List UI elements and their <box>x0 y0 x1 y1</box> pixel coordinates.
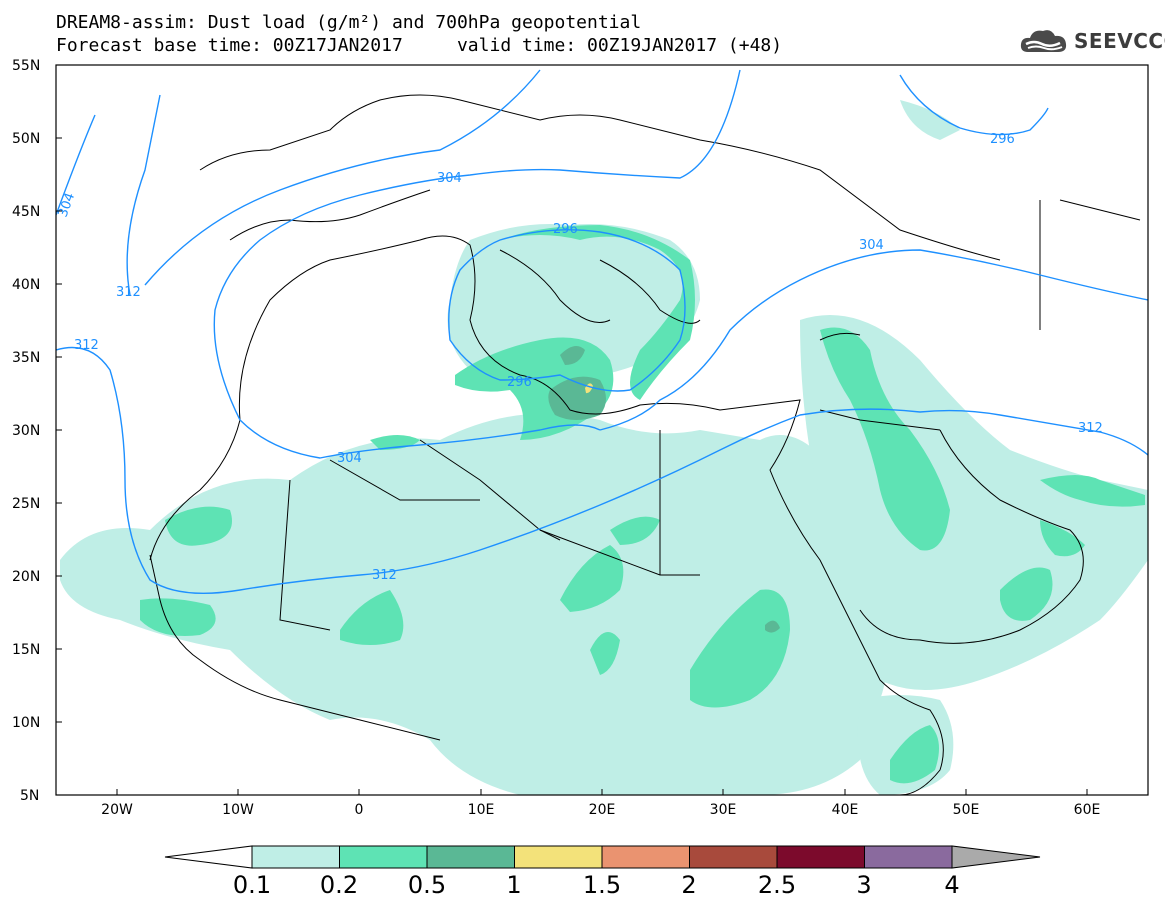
colorbar-label: 2.5 <box>757 871 797 899</box>
lat-label: 30N <box>12 423 40 439</box>
lat-label: 35N <box>12 350 40 366</box>
lat-label: 20N <box>12 569 40 585</box>
lon-label: 20E <box>589 802 616 818</box>
lat-label: 10N <box>12 715 40 731</box>
map-title-line1: DREAM8-assim: Dust load (g/m²) and 700hP… <box>56 12 642 33</box>
colorbar-label: 3 <box>856 871 872 899</box>
contour-label: 304 <box>437 171 462 186</box>
colorbar-label: 1 <box>506 871 522 899</box>
colorbar-label: 0.1 <box>232 871 272 899</box>
lon-label: 60E <box>1074 802 1101 818</box>
colorbar-label: 1.5 <box>582 871 622 899</box>
cloud-icon <box>1020 30 1067 52</box>
colorbar-label: 2 <box>681 871 697 899</box>
longitude-axis: 20W 10W 0 10E 20E 30E 40E 50E 60E <box>101 789 1100 818</box>
dust-load-field <box>60 100 1148 795</box>
colorbar <box>164 845 1041 869</box>
seevccc-logo: SEEVCCC <box>1018 24 1165 58</box>
colorbar-bin <box>776 845 865 869</box>
contour-label: 312 <box>372 568 397 583</box>
lon-label: 20W <box>101 802 133 818</box>
lon-label: 0 <box>355 802 364 818</box>
contour-labels: 304 312 312 304 296 296 304 296 312 304 … <box>56 132 1103 583</box>
colorbar-arrow-low <box>164 845 253 869</box>
contour-label: 304 <box>337 451 362 466</box>
colorbar-bin <box>689 845 778 869</box>
colorbar-bin <box>426 845 515 869</box>
colorbar-bin <box>601 845 690 869</box>
lon-label: 40E <box>832 802 859 818</box>
coastlines <box>149 94 1141 795</box>
contour-label: 312 <box>116 285 141 300</box>
logo-text: SEEVCCC <box>1074 29 1165 53</box>
lat-label: 45N <box>12 204 40 220</box>
lat-label: 5N <box>20 788 39 804</box>
geopotential-contours <box>56 69 1148 594</box>
latitude-axis: 55N 50N 45N 40N 35N 30N 25N 20N 15N 10N … <box>12 58 62 804</box>
colorbar-bin <box>339 845 428 869</box>
lat-label: 25N <box>12 496 40 512</box>
lon-label: 50E <box>953 802 980 818</box>
colorbar-arrow-high <box>951 845 1041 869</box>
lat-label: 40N <box>12 277 40 293</box>
contour-label: 296 <box>507 375 532 390</box>
colorbar-label: 0.2 <box>319 871 359 899</box>
map-title-line2: Forecast base time: 00Z17JAN2017 valid t… <box>56 35 783 56</box>
lat-label: 55N <box>12 58 40 74</box>
lat-label: 50N <box>12 131 40 147</box>
colorbar-label: 4 <box>944 871 960 899</box>
contour-label: 296 <box>553 222 578 237</box>
lon-label: 10E <box>468 802 495 818</box>
contour-label: 296 <box>990 132 1015 147</box>
colorbar-bin <box>251 845 340 869</box>
colorbar-bin <box>864 845 953 869</box>
lon-label: 30E <box>710 802 737 818</box>
colorbar-label: 0.5 <box>407 871 447 899</box>
contour-label: 304 <box>56 191 79 219</box>
lat-label: 15N <box>12 642 40 658</box>
colorbar-bin <box>514 845 603 869</box>
contour-label: 312 <box>1078 421 1103 436</box>
contour-label: 304 <box>859 238 884 253</box>
contour-label: 312 <box>74 338 99 353</box>
lon-label: 10W <box>222 802 254 818</box>
